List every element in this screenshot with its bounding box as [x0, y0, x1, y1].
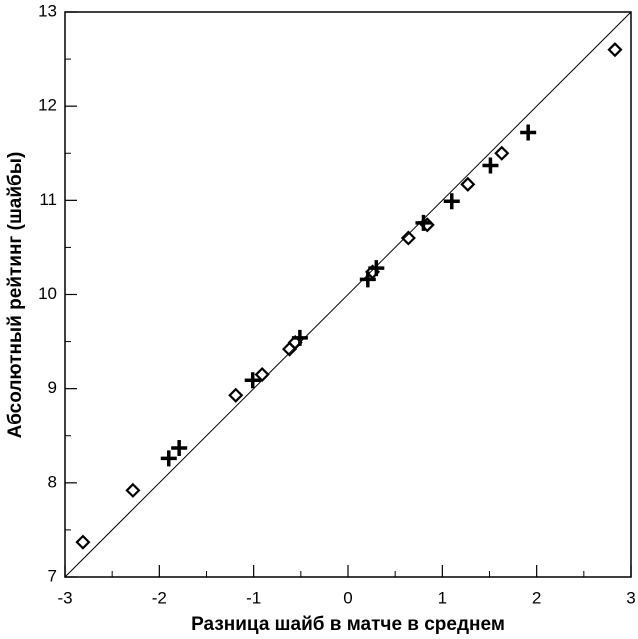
- cross-point: [415, 214, 432, 231]
- cross-point: [359, 271, 376, 288]
- diamond-point: [494, 145, 510, 161]
- cross-point: [291, 329, 308, 346]
- y-tick-label: 10: [38, 284, 57, 303]
- y-tick-label: 11: [39, 190, 57, 209]
- x-tick-label: 2: [532, 588, 541, 607]
- diamond-point: [228, 387, 244, 403]
- y-tick-label: 12: [38, 96, 57, 115]
- diamond-point: [400, 230, 416, 246]
- y-tick-label: 8: [48, 472, 57, 491]
- reference-line: [64, 11, 632, 578]
- y-axis-label: Абсолютный рейтинг (шайбы): [5, 152, 26, 439]
- cross-point: [160, 450, 177, 467]
- cross-point: [520, 124, 537, 141]
- diamond-point: [75, 534, 91, 550]
- diamond-point: [460, 176, 476, 192]
- diamond-point: [607, 42, 623, 58]
- x-tick-label: 3: [626, 588, 635, 607]
- cross-point: [171, 439, 188, 456]
- cross-point: [482, 157, 499, 174]
- x-tick-label: 1: [438, 588, 447, 607]
- x-tick-label: 0: [343, 588, 352, 607]
- diamond-point: [254, 366, 270, 383]
- cross-point: [368, 260, 385, 277]
- y-tick-label: 7: [48, 566, 57, 585]
- x-tick-label: -2: [152, 588, 167, 607]
- x-tick-label: -3: [57, 588, 72, 607]
- x-axis-label: Разница шайб в матче в среднем: [191, 614, 505, 635]
- x-tick-label: -1: [246, 588, 261, 607]
- cross-point: [244, 372, 261, 389]
- y-tick-label: 13: [38, 1, 57, 20]
- cross-point: [443, 193, 460, 210]
- y-tick-label: 9: [48, 378, 57, 397]
- diamond-point: [125, 482, 141, 498]
